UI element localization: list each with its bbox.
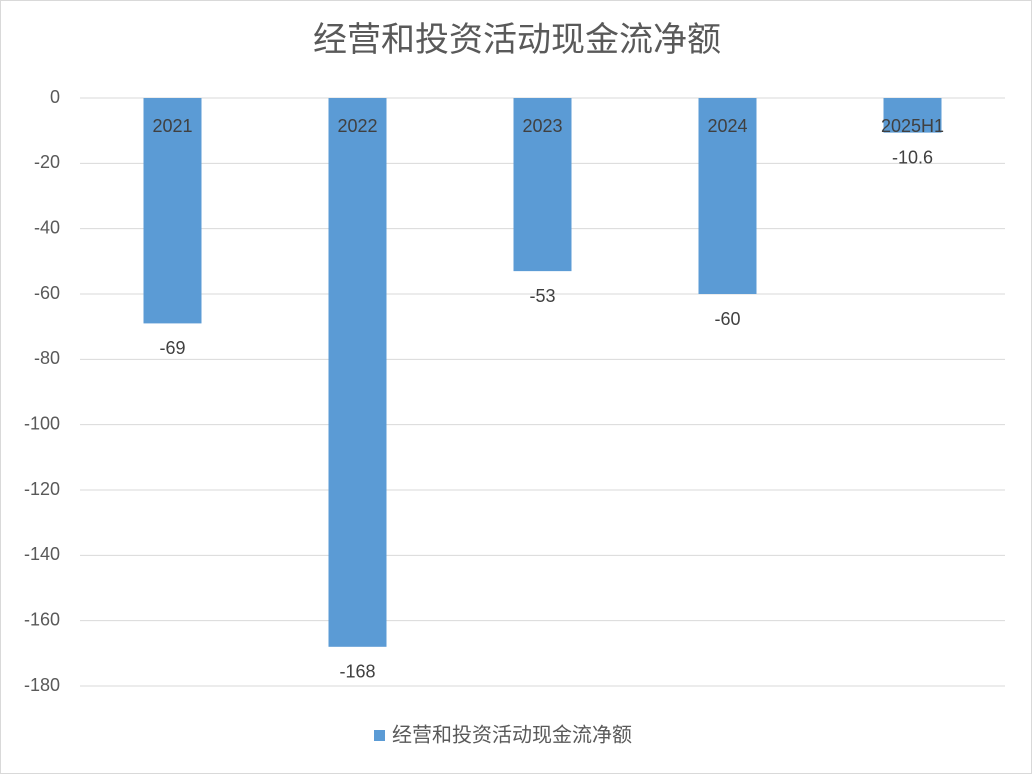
y-tick-label: -140 [24,544,60,564]
chart-title: 经营和投资活动现金流净额 [313,21,721,59]
y-tick-label: -100 [24,413,60,433]
x-tick-label: 2025H1 [881,116,944,136]
x-tick-label: 2024 [707,116,747,136]
x-tick-label: 2023 [522,116,562,136]
legend-label: 经营和投资活动现金流净额 [392,723,632,746]
y-tick-label: -160 [24,609,60,629]
bar [143,98,202,324]
bar [328,98,387,647]
y-tick-label: 0 [50,87,60,107]
data-label: -69 [159,338,185,358]
y-tick-label: -180 [24,675,60,695]
bar [513,98,572,272]
data-label: -10.6 [892,147,933,167]
y-tick-label: -80 [34,348,60,368]
bar [698,98,757,294]
y-tick-label: -120 [24,479,60,499]
bar [883,98,942,133]
legend-swatch [374,730,385,741]
data-label: -60 [714,309,740,329]
y-tick-label: -20 [34,152,60,172]
data-label: -53 [529,286,555,306]
x-tick-label: 2022 [337,116,377,136]
y-tick-label: -40 [34,217,60,237]
y-tick-label: -60 [34,283,60,303]
data-label: -168 [339,662,375,682]
x-tick-label: 2021 [152,116,192,136]
